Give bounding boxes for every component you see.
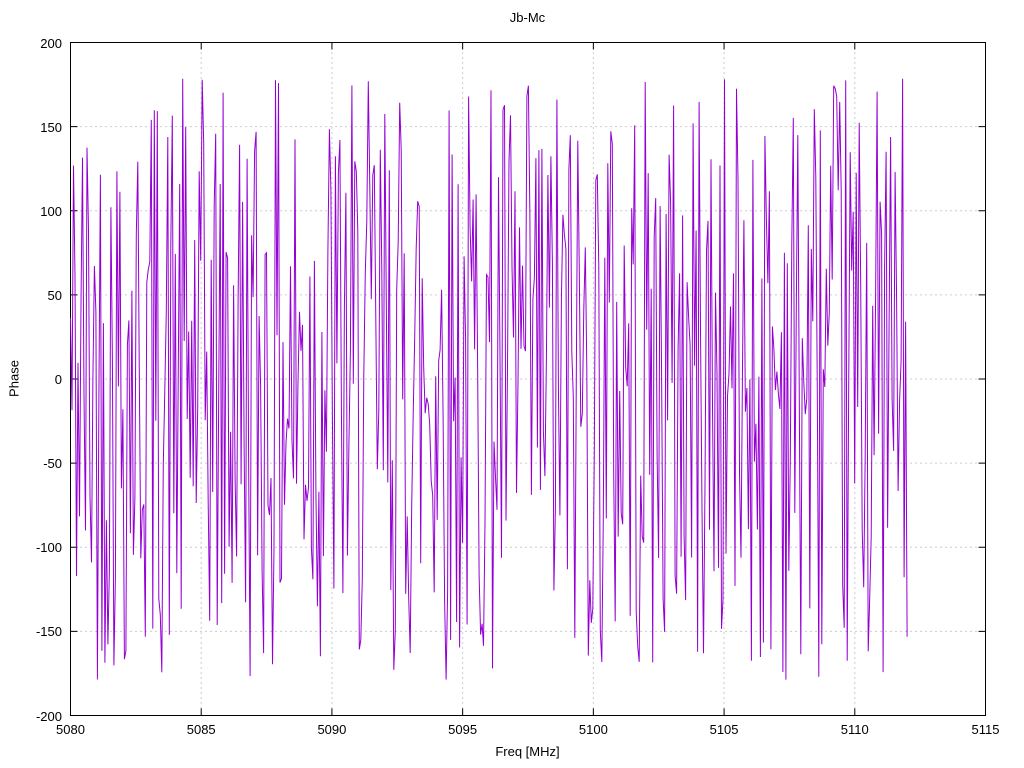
- x-tick-label: 5085: [186, 722, 216, 737]
- y-tick-label: 50: [47, 287, 62, 303]
- x-tick-label: 5080: [56, 722, 85, 737]
- y-tick-label: 0: [54, 372, 62, 387]
- x-tick-label: 5095: [448, 722, 478, 737]
- chart-title: Jb-Mc: [509, 10, 546, 25]
- y-tick-label: -100: [35, 540, 62, 556]
- y-tick-label: 150: [40, 119, 62, 135]
- x-tick-label: 5115: [971, 722, 1000, 737]
- x-axis-label: Freq [MHz]: [495, 744, 560, 759]
- y-tick-label: -150: [35, 624, 62, 640]
- y-tick-label: -200: [35, 708, 62, 724]
- x-tick-label: 5110: [840, 722, 869, 737]
- phase-series-line: [70, 78, 908, 680]
- y-tick-label: 200: [40, 35, 62, 51]
- y-tick-label: -50: [43, 456, 62, 472]
- x-tick-label: 5090: [317, 722, 347, 737]
- x-tick-label: 5100: [578, 722, 608, 737]
- x-tick-label: 5105: [709, 722, 739, 737]
- y-tick-label: 100: [40, 203, 62, 219]
- plot-border: [70, 42, 986, 716]
